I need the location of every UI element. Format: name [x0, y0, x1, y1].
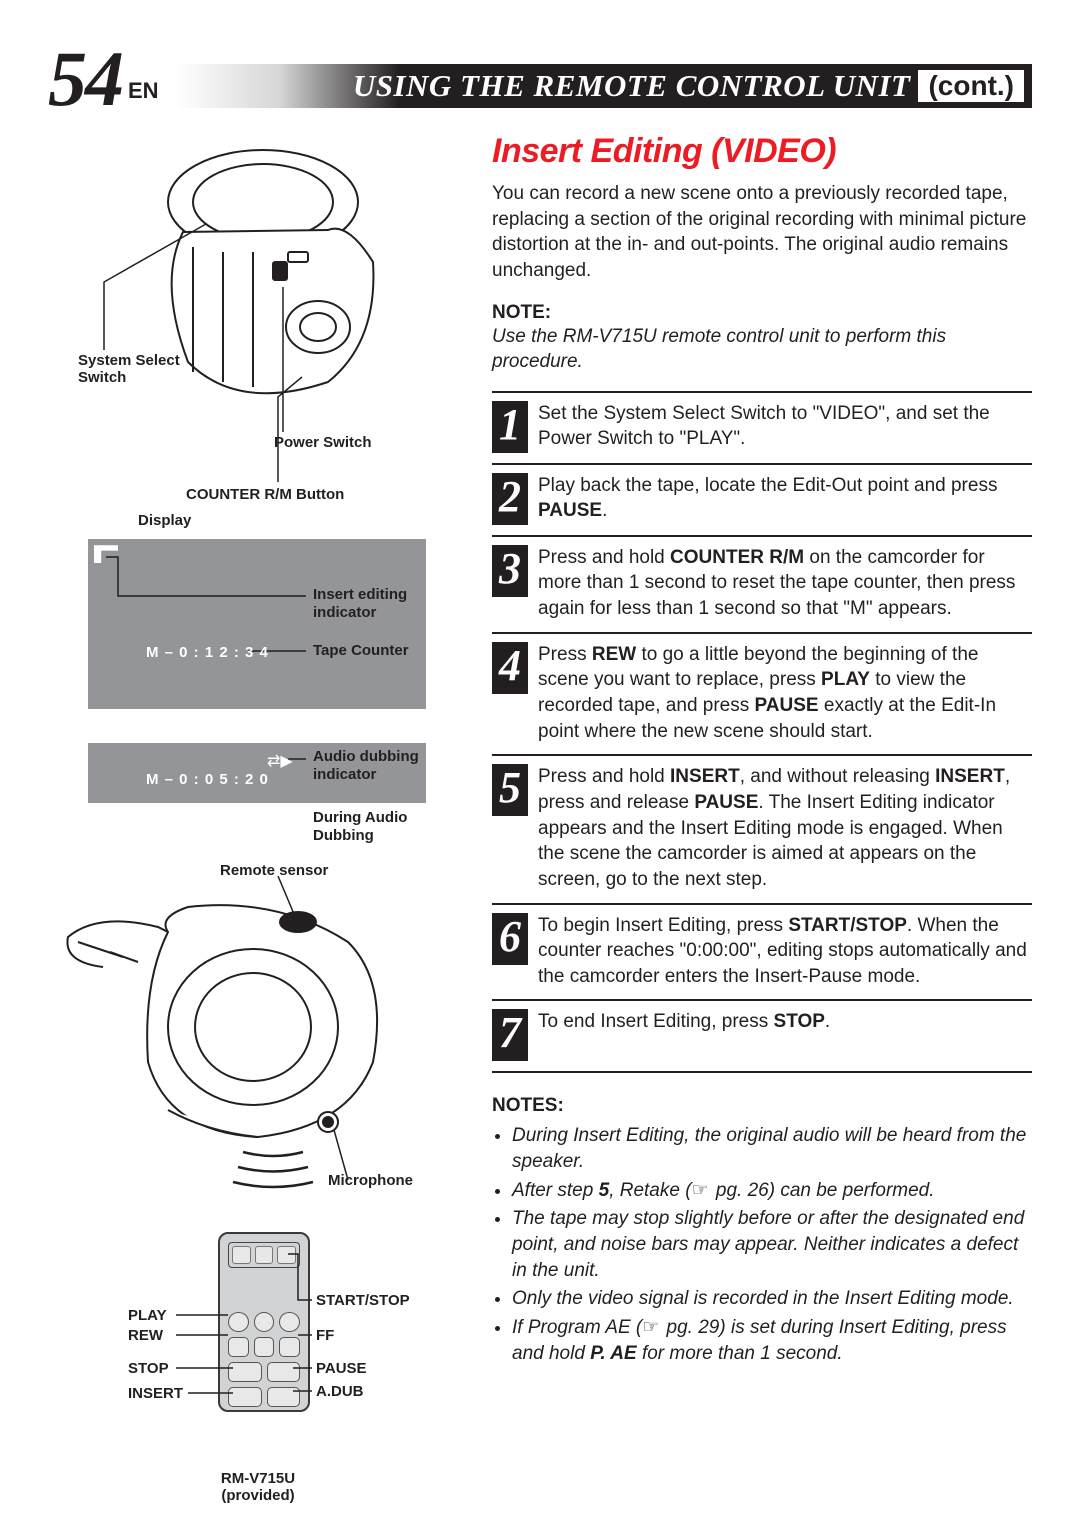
- step-number: 7: [492, 1009, 528, 1061]
- remote-adub-label: A.DUB: [316, 1383, 364, 1400]
- notes-list: During Insert Editing, the original audi…: [492, 1123, 1032, 1366]
- note-item-4: Only the video signal is recorded in the…: [512, 1286, 1032, 1312]
- note-item-3: The tape may stop slightly before or aft…: [512, 1206, 1032, 1283]
- remote-play-label: PLAY: [128, 1307, 167, 1324]
- step-7: 7To end Insert Editing, press STOP.: [492, 999, 1032, 1073]
- step-6: 6To begin Insert Editing, press START/ST…: [492, 903, 1032, 1000]
- display-leaders-icon: [88, 539, 426, 709]
- step-2: 2Play back the tape, locate the Edit-Out…: [492, 463, 1032, 535]
- step-text: Press REW to go a little beyond the begi…: [538, 642, 1032, 745]
- tape-counter-value: M – 0 : 1 2 : 3 4: [146, 644, 269, 661]
- camcorder-top-diagram: System Select Switch Power Switch COUNTE…: [78, 132, 438, 442]
- header-bar: USING THE REMOTE CONTROL UNIT (cont.): [177, 64, 1032, 108]
- camcorder-top-icon: [78, 132, 438, 502]
- tape-counter-label: Tape Counter: [313, 642, 409, 659]
- page-header: 54 EN USING THE REMOTE CONTROL UNIT (con…: [48, 40, 1032, 114]
- step-number: 6: [492, 913, 528, 965]
- step-4: 4Press REW to go a little beyond the beg…: [492, 632, 1032, 755]
- display-box-1: M – 0 : 1 2 : 3 4 Insert editing indicat…: [88, 539, 426, 709]
- microphone-label: Microphone: [328, 1172, 413, 1189]
- language-code: EN: [128, 78, 159, 104]
- section-title: Insert Editing (VIDEO): [492, 132, 1032, 171]
- display-label: Display: [138, 512, 468, 529]
- note-item-5: If Program AE ( pg. 29) is set during In…: [512, 1315, 1032, 1366]
- audio-dub-label: Audio dubbing indicator: [313, 748, 426, 783]
- counter-rm-label: COUNTER R/M Button: [186, 486, 344, 503]
- remote-pause-label: PAUSE: [316, 1360, 367, 1377]
- step-number: 3: [492, 545, 528, 597]
- right-column: Insert Editing (VIDEO) You can record a …: [492, 132, 1032, 1504]
- step-number: 2: [492, 473, 528, 525]
- step-text: Press and hold COUNTER R/M on the camcor…: [538, 545, 1032, 622]
- step-text: Play back the tape, locate the Edit-Out …: [538, 473, 1032, 525]
- note-item-1: During Insert Editing, the original audi…: [512, 1123, 1032, 1174]
- note-heading: NOTE:: [492, 302, 1032, 324]
- step-5: 5Press and hold INSERT, and without rele…: [492, 754, 1032, 902]
- notes-heading: NOTES:: [492, 1095, 1032, 1117]
- audio-dub-icon: ⇄▶: [267, 751, 293, 771]
- step-text: Set the System Select Switch to "VIDEO",…: [538, 401, 1032, 453]
- remote-rew-label: REW: [128, 1327, 163, 1344]
- insert-indicator-label: Insert editing indicator: [313, 586, 426, 621]
- remote-diagram: PLAY REW STOP INSERT START/STOP FF PAUSE…: [128, 1232, 388, 1462]
- steps-list: 1Set the System Select Switch to "VIDEO"…: [492, 391, 1032, 1074]
- left-column: System Select Switch Power Switch COUNTE…: [48, 132, 468, 1504]
- page-number: 54: [48, 44, 122, 114]
- intro-text: You can record a new scene onto a previo…: [492, 181, 1032, 284]
- during-audio-label: During Audio Dubbing: [313, 809, 468, 844]
- header-title: USING THE REMOTE CONTROL UNIT: [353, 68, 911, 104]
- step-text: To begin Insert Editing, press START/STO…: [538, 913, 1032, 990]
- remote-startstop-label: START/STOP: [316, 1292, 410, 1309]
- power-switch-label: Power Switch: [274, 434, 372, 451]
- system-select-label: System Select Switch: [78, 352, 198, 387]
- header-cont: (cont.): [918, 70, 1024, 102]
- step-number: 5: [492, 764, 528, 816]
- remote-stop-label: STOP: [128, 1360, 169, 1377]
- step-3: 3Press and hold COUNTER R/M on the camco…: [492, 535, 1032, 632]
- step-text: Press and hold INSERT, and without relea…: [538, 764, 1032, 892]
- display-box-2: ⇄▶ M – 0 : 0 5 : 2 0 Audio dubbing indic…: [88, 743, 426, 803]
- note-item-2: After step 5, Retake ( pg. 26) can be pe…: [512, 1178, 1032, 1204]
- remote-insert-label: INSERT: [128, 1385, 183, 1402]
- step-number: 1: [492, 401, 528, 453]
- remote-sensor-label: Remote sensor: [220, 862, 328, 879]
- remote-ff-label: FF: [316, 1327, 334, 1344]
- step-text: To end Insert Editing, press STOP.: [538, 1009, 830, 1061]
- step-number: 4: [492, 642, 528, 694]
- camcorder-bottom-icon: [48, 862, 428, 1202]
- camcorder-bottom-diagram: Remote sensor Microphone: [48, 862, 428, 1192]
- note-text: Use the RM-V715U remote control unit to …: [492, 324, 1032, 375]
- step-1: 1Set the System Select Switch to "VIDEO"…: [492, 391, 1032, 463]
- remote-caption: RM-V715U(provided): [48, 1470, 468, 1504]
- tape-counter-value-2: M – 0 : 0 5 : 2 0: [146, 771, 269, 788]
